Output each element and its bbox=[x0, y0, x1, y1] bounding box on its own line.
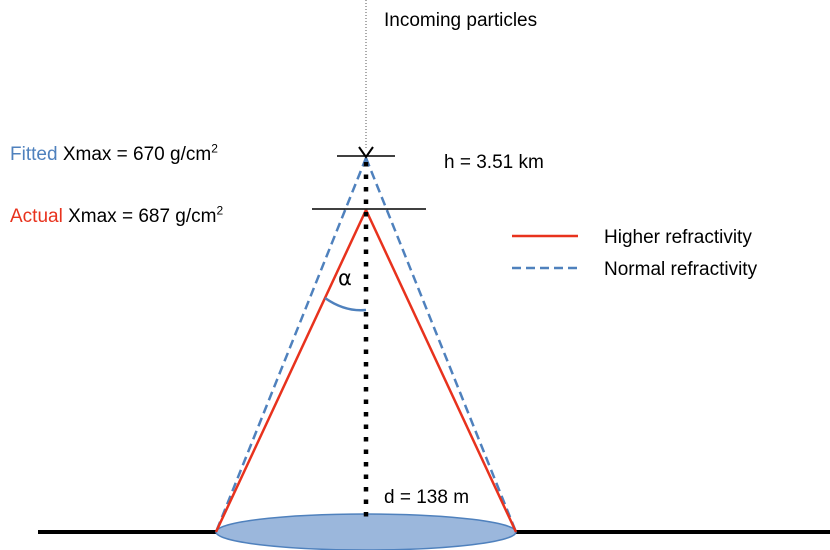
legend-item-higher-refractivity: Higher refractivity bbox=[604, 227, 752, 248]
actual-prefix: Actual bbox=[10, 206, 63, 227]
fitted-xmax-label: Fitted Xmax = 670 g/cm2 bbox=[10, 141, 218, 165]
normal-refractivity-right bbox=[364, 157, 518, 533]
actual-xmax-label: Actual Xmax = 687 g/cm2 bbox=[10, 203, 224, 227]
fitted-value: Xmax = 670 g/cm bbox=[62, 144, 212, 165]
actual-value: Xmax = 687 g/cm bbox=[68, 206, 217, 227]
fitted-superscript: 2 bbox=[211, 141, 218, 156]
distance-label: d = 138 m bbox=[384, 487, 470, 508]
arrowhead-icon bbox=[358, 146, 374, 159]
incoming-particles-label: Incoming particles bbox=[384, 10, 538, 31]
fitted-prefix: Fitted bbox=[10, 144, 58, 165]
higher-refractivity-right bbox=[364, 209, 518, 533]
height-label: h = 3.51 km bbox=[444, 152, 544, 173]
alpha-label: α bbox=[338, 266, 352, 290]
normal-refractivity-left bbox=[214, 157, 368, 533]
alpha-arc bbox=[324, 296, 367, 312]
footprint-ellipse bbox=[215, 513, 517, 550]
higher-refractivity-left bbox=[214, 209, 368, 533]
actual-superscript: 2 bbox=[216, 203, 224, 218]
legend-item-normal-refractivity: Normal refractivity bbox=[604, 259, 758, 280]
